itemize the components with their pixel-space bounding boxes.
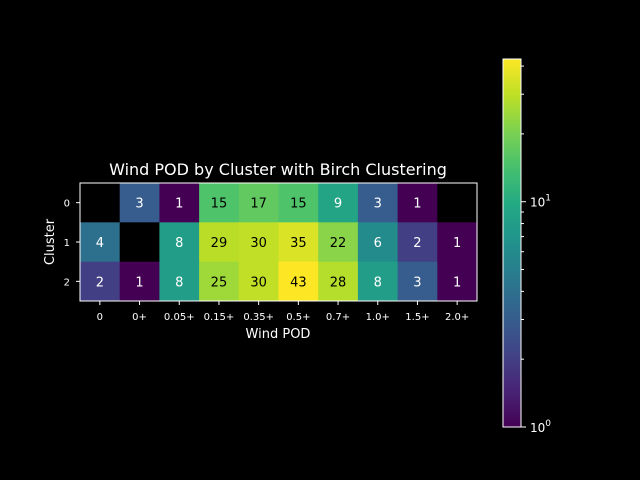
x-axis-ticks: 0 0+ 0.05+ 0.15+ 0.35+ 0.5+ 0.7+ 1.0+ 1.5+ 2.0+ — [97, 301, 469, 323]
heatmap-cell — [199, 222, 240, 263]
heatmap-cell — [318, 261, 359, 302]
heatmap-cell — [159, 261, 200, 302]
cell-value-label: 3 — [413, 275, 421, 290]
heatmap-cells — [80, 183, 478, 302]
cell-value-label: 2 — [96, 275, 104, 290]
heatmap-cell — [238, 222, 279, 263]
heatmap-cell — [199, 261, 240, 302]
heatmap-cell — [238, 261, 279, 302]
cell-value-label: 8 — [374, 275, 382, 290]
heatmap-cell — [318, 183, 359, 223]
cell-value-label: 30 — [250, 236, 267, 251]
cell-value-label: 15 — [290, 197, 307, 212]
colorbar — [502, 58, 522, 428]
cell-value-label: 25 — [211, 275, 228, 290]
cell-value-label: 17 — [250, 197, 267, 212]
heatmap-cell — [318, 222, 359, 263]
x-tick-label: 0 — [97, 312, 103, 323]
cell-value-label: 8 — [175, 236, 183, 251]
colorbar-tick-label: 101 — [530, 194, 551, 210]
cell-value-label: 2 — [413, 236, 421, 251]
cell-value-label: 1 — [135, 275, 143, 290]
cell-value-label: 1 — [175, 197, 183, 212]
cell-value-label: 30 — [250, 275, 267, 290]
heatmap-cell — [437, 183, 478, 223]
heatmap-cell — [437, 222, 478, 263]
x-tick-label: 0.7+ — [326, 312, 350, 323]
cell-value-label: 6 — [374, 236, 382, 251]
cell-value-label: 4 — [96, 236, 104, 251]
cell-value-label: 1 — [453, 275, 461, 290]
colorbar-tick-label: 100 — [530, 419, 551, 435]
cell-value-label: 1 — [413, 197, 421, 212]
cell-value-label: 28 — [330, 275, 347, 290]
cell-value-label: 22 — [330, 236, 347, 251]
heatmap-cell — [80, 261, 121, 302]
heatmap-cell — [80, 183, 121, 223]
heatmap-cell — [119, 261, 160, 302]
cell-value-label: 1 — [453, 236, 461, 251]
heatmap-cell — [119, 222, 160, 263]
x-tick-label: 0.15+ — [204, 312, 235, 323]
cell-value-label: 15 — [211, 197, 228, 212]
heatmap-cell — [278, 183, 319, 223]
heatmap-cell — [238, 183, 279, 223]
y-tick-label: 2 — [64, 277, 70, 288]
heatmap-cell — [357, 261, 399, 302]
heatmap-cell — [397, 183, 438, 223]
heatmap-cell — [397, 222, 438, 263]
x-tick-label: 0.05+ — [164, 312, 195, 323]
heatmap-cell — [357, 222, 399, 263]
cell-value-label: 8 — [175, 275, 183, 290]
heatmap-cell — [159, 222, 200, 263]
cell-value-label: 35 — [290, 236, 307, 251]
y-axis-label: Cluster — [43, 218, 58, 265]
heatmap-cell — [199, 183, 240, 223]
cell-value-label: 9 — [334, 197, 342, 212]
heatmap-cell — [80, 222, 121, 263]
cell-labels: 3 1 15 17 15 9 3 1 4 8 29 30 35 22 6 2 1 2 1 8 25 30 43 28 8 3 1 — [96, 197, 462, 291]
x-tick-label: 1.0+ — [366, 312, 390, 323]
heatmap-cell — [278, 261, 319, 302]
y-tick-label: 1 — [64, 238, 70, 249]
colorbar-major-ticks: 100 101 — [521, 194, 551, 435]
x-tick-label: 0+ — [132, 312, 147, 323]
x-tick-label: 1.5+ — [405, 312, 429, 323]
chart-title: Wind POD by Cluster with Birch Clusterin… — [109, 160, 447, 179]
x-axis-label: Wind POD — [246, 327, 311, 342]
heatmap-cell — [357, 183, 399, 223]
y-axis-ticks: 0 1 2 — [64, 199, 80, 288]
cell-value-label: 3 — [135, 197, 143, 212]
y-tick-label: 0 — [64, 199, 70, 210]
cell-value-label: 29 — [211, 236, 228, 251]
heatmap-cell — [119, 183, 160, 223]
heatmap-cell — [278, 222, 319, 263]
colorbar-minor-ticks — [521, 65, 524, 360]
heatmap-cell — [159, 183, 200, 223]
heatmap-cell — [437, 261, 478, 302]
x-tick-label: 2.0+ — [445, 312, 469, 323]
x-tick-label: 0.5+ — [286, 312, 310, 323]
cell-value-label: 43 — [290, 275, 307, 290]
heatmap-cell — [397, 261, 438, 302]
cell-value-label: 3 — [374, 197, 382, 212]
x-tick-label: 0.35+ — [243, 312, 274, 323]
